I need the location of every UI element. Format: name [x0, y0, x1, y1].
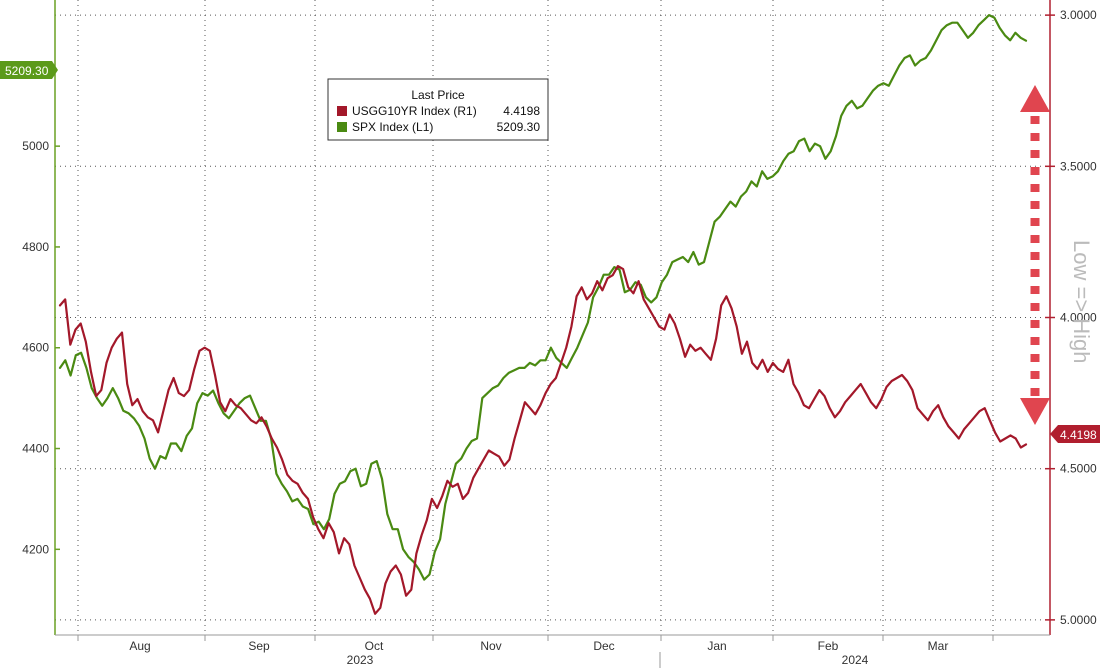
legend-label-spx: SPX Index (L1): [352, 120, 433, 134]
legend-swatch-usgg10yr: [337, 106, 347, 116]
series-layer: [58, 14, 1028, 615]
x-axis: Aug Sep Oct Nov Dec Jan Feb Mar 2023 2024: [55, 634, 1050, 668]
usgg10yr-tag-shape: [1050, 425, 1100, 443]
year-label: 2023: [347, 653, 374, 667]
legend-value-spx: 5209.30: [497, 120, 541, 134]
spx-tag-shape: [0, 61, 58, 79]
month-label: Jan: [707, 639, 726, 653]
legend-swatch-spx: [337, 122, 347, 132]
month-label: Dec: [593, 639, 614, 653]
left-tick-label: 4800: [22, 240, 49, 254]
legend-box: [327, 78, 549, 141]
year-label: 2024: [842, 653, 869, 667]
right-tick-label: 3.0000: [1060, 8, 1097, 22]
month-label: Mar: [928, 639, 949, 653]
spx-last-value-tag: 5209.30: [0, 61, 58, 79]
month-label: Nov: [480, 639, 501, 653]
left-tick-label: 5000: [22, 139, 49, 153]
left-tick-label: 4600: [22, 341, 49, 355]
right-tick-label: 3.5000: [1060, 159, 1097, 173]
usgg10yr-last-value-tag: 4.4198: [1050, 425, 1100, 443]
month-label: Sep: [248, 639, 270, 653]
range-arrow: [1020, 85, 1050, 425]
spx-tag-label: 5209.30: [5, 64, 49, 78]
legend: Last Price USGG10YR Index (R1) 4.4198 SP…: [327, 78, 549, 141]
range-arrow-up-icon: [1020, 85, 1050, 112]
legend-value-usgg10yr: 4.4198: [503, 104, 540, 118]
range-arrow-down-icon: [1020, 398, 1050, 425]
left-tick-label: 4400: [22, 442, 49, 456]
right-tick-label: 5.0000: [1060, 613, 1097, 627]
right-tick-label: 4.0000: [1060, 311, 1097, 325]
month-label: Feb: [818, 639, 839, 653]
series-line-spx: [58, 14, 1028, 581]
usgg10yr-tag-label: 4.4198: [1060, 428, 1097, 442]
range-annotation: Low => High: [1069, 240, 1094, 364]
series-line-usgg10yr: [58, 265, 1028, 615]
left-axis: 4200 4400 4600 4800 5000: [22, 0, 60, 635]
legend-label-usgg10yr: USGG10YR Index (R1): [352, 104, 477, 118]
right-axis: 3.0000 3.5000 4.0000 4.5000 5.0000: [1045, 0, 1097, 635]
right-tick-label: 4.5000: [1060, 462, 1097, 476]
month-label: Aug: [129, 639, 150, 653]
month-label: Oct: [365, 639, 384, 653]
left-tick-label: 4200: [22, 542, 49, 556]
legend-title: Last Price: [411, 88, 465, 102]
